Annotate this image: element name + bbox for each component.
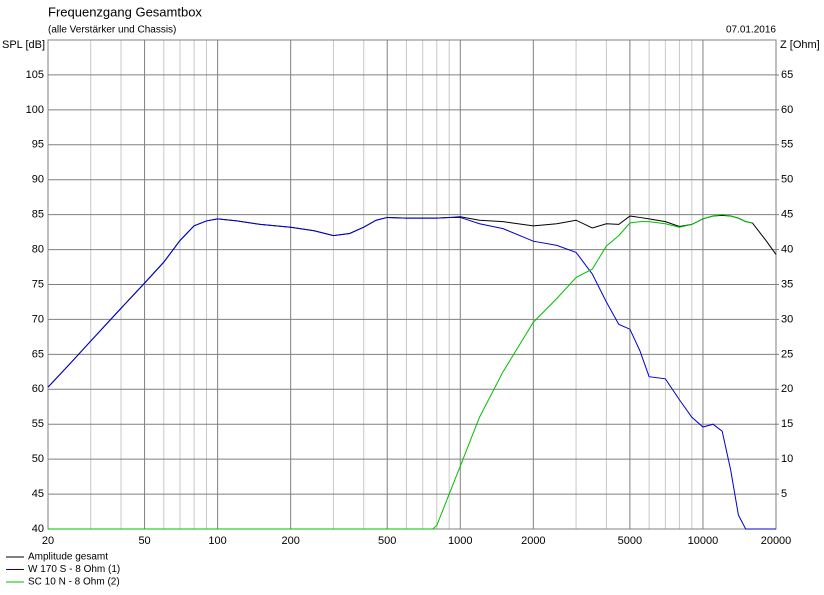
legend-label: SC 10 N - 8 Ohm (2) <box>28 577 120 588</box>
series-line <box>48 214 753 530</box>
y2-axis-label: Z [Ohm] <box>780 39 820 51</box>
y-tick-label: 75 <box>32 278 44 290</box>
x-tick-label: 1000 <box>448 535 472 547</box>
y-tick-label: 70 <box>32 313 44 325</box>
y2-tick-label: 25 <box>781 348 793 360</box>
y2-tick-label: 20 <box>781 383 793 395</box>
y-tick-label: 60 <box>32 383 44 395</box>
y2-tick-label: 10 <box>781 453 793 465</box>
y2-tick-label: 5 <box>781 488 787 500</box>
y2-tick-label: 15 <box>781 418 793 430</box>
series-line <box>47 216 776 530</box>
y-tick-label: 100 <box>26 104 44 116</box>
y-tick-label: 40 <box>32 523 44 535</box>
legend-label: W 170 S - 8 Ohm (1) <box>28 564 120 575</box>
x-tick-label: 2000 <box>521 535 545 547</box>
y-tick-label: 85 <box>32 209 44 221</box>
chart-subtitle: (alle Verstärker und Chassis) <box>48 25 176 36</box>
x-tick-label: 500 <box>378 535 396 547</box>
chart-title: Frequenzgang Gesamtbox <box>48 4 202 19</box>
y-tick-label: 55 <box>32 418 44 430</box>
legend-label: Amplitude gesamt <box>28 552 108 563</box>
y2-tick-label: 50 <box>781 174 793 186</box>
y-tick-label: 90 <box>32 174 44 186</box>
y2-tick-label: 60 <box>781 104 793 116</box>
x-tick-label: 100 <box>208 535 226 547</box>
y-tick-label: 65 <box>32 348 44 360</box>
y-tick-label: 80 <box>32 243 44 255</box>
x-tick-label: 200 <box>281 535 299 547</box>
y-tick-label: 105 <box>26 69 44 81</box>
y2-tick-label: 35 <box>781 278 793 290</box>
y-tick-label: 50 <box>32 453 44 465</box>
x-tick-label: 20 <box>42 535 54 547</box>
y2-tick-label: 30 <box>781 313 793 325</box>
y-axis-label: SPL [dB] <box>2 39 45 51</box>
y2-tick-label: 55 <box>781 139 793 151</box>
y2-tick-label: 45 <box>781 209 793 221</box>
x-tick-label: 50 <box>138 535 150 547</box>
y-tick-label: 45 <box>32 488 44 500</box>
y2-tick-label: 40 <box>781 243 793 255</box>
y-tick-label: 95 <box>32 139 44 151</box>
x-tick-label: 10000 <box>688 535 719 547</box>
x-tick-label: 5000 <box>618 535 642 547</box>
y2-tick-label: 65 <box>781 69 793 81</box>
x-tick-label: 20000 <box>761 535 792 547</box>
date: 07.01.2016 <box>726 25 776 36</box>
